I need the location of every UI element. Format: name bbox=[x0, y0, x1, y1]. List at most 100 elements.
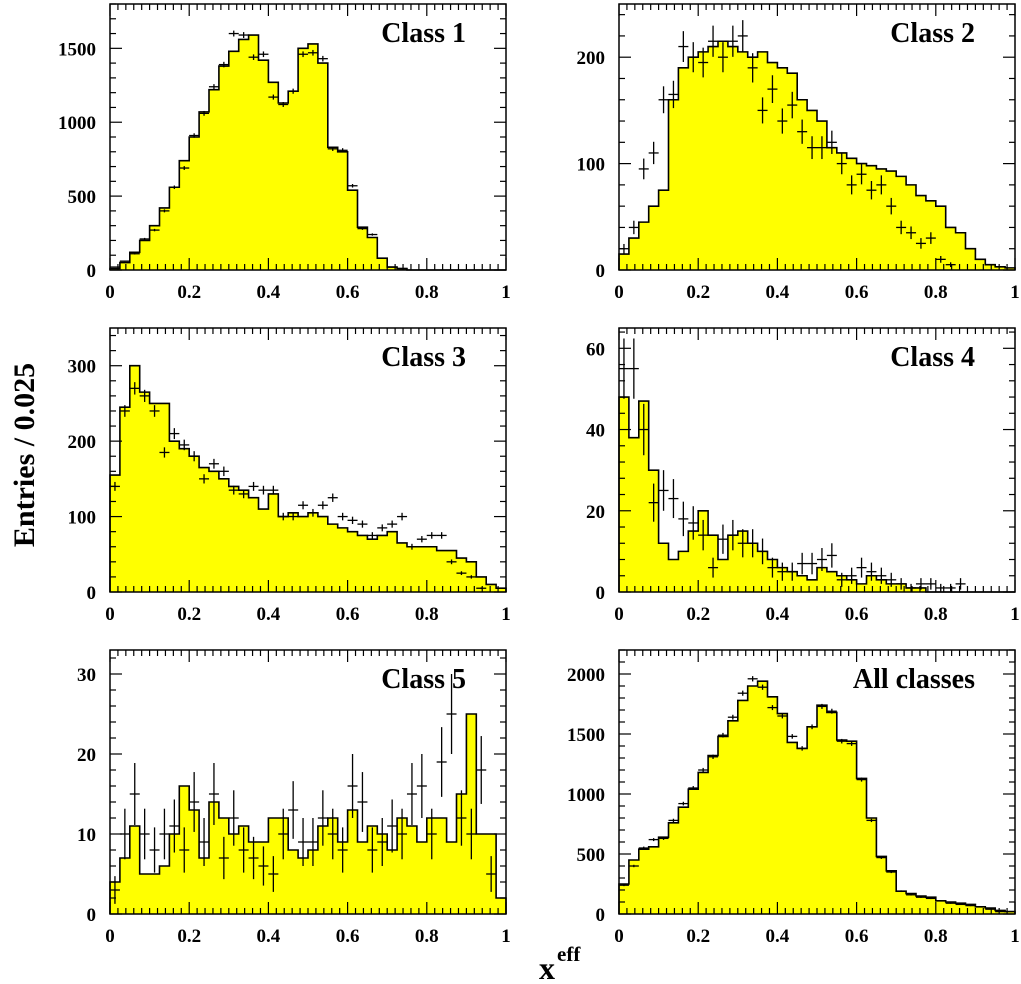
histogram-bar bbox=[347, 810, 358, 914]
histogram-bar bbox=[628, 238, 640, 270]
data-point bbox=[317, 55, 328, 62]
data-point bbox=[357, 520, 368, 528]
histogram-bar bbox=[817, 705, 828, 914]
data-point bbox=[708, 754, 719, 759]
data-point bbox=[357, 772, 368, 832]
data-point bbox=[836, 738, 847, 744]
histogram-bar bbox=[327, 818, 339, 914]
histogram-bar bbox=[476, 576, 487, 592]
data-point bbox=[836, 152, 847, 175]
panel-3: 0 0.2 0.4 0.6 0.8 1 0 100 200 300 Class 3 bbox=[68, 327, 511, 625]
data-point bbox=[139, 237, 150, 241]
histogram-bar bbox=[708, 46, 719, 271]
histogram-bar bbox=[628, 860, 640, 914]
data-point bbox=[628, 338, 639, 399]
histogram-bar bbox=[496, 588, 507, 592]
histogram-bar bbox=[248, 497, 259, 592]
histogram-bar bbox=[347, 531, 358, 592]
histogram-bar bbox=[446, 550, 457, 592]
histogram-bar bbox=[935, 206, 947, 270]
data-point bbox=[347, 516, 358, 525]
data-point bbox=[826, 130, 837, 154]
histogram-bar bbox=[159, 207, 170, 270]
histogram-bar bbox=[747, 57, 758, 271]
histogram-bar bbox=[876, 168, 887, 270]
data-point bbox=[618, 884, 629, 887]
data-point bbox=[298, 51, 309, 58]
x-tick-label: 1 bbox=[1010, 926, 1020, 947]
data-point bbox=[638, 846, 649, 850]
data-point bbox=[119, 260, 130, 262]
histogram-bar bbox=[169, 834, 180, 914]
data-point bbox=[367, 532, 378, 539]
histogram-bar bbox=[737, 51, 749, 270]
data-point bbox=[708, 557, 719, 578]
data-point bbox=[406, 543, 417, 550]
histogram-bar bbox=[486, 584, 497, 592]
histogram-bar bbox=[846, 579, 857, 592]
data-point bbox=[787, 91, 798, 119]
histogram-bar bbox=[228, 486, 240, 592]
data-point bbox=[925, 232, 936, 244]
histogram-bar bbox=[916, 896, 927, 914]
data-point bbox=[416, 754, 427, 818]
histogram-bar bbox=[727, 46, 739, 271]
histogram-bar bbox=[985, 908, 996, 914]
histogram-bar bbox=[159, 866, 170, 914]
histogram-bar bbox=[387, 267, 398, 270]
panel-2: 0 0.2 0.4 0.6 0.8 1 0 100 200 Class 2 bbox=[577, 3, 1020, 303]
data-point bbox=[139, 808, 150, 860]
histogram-bar bbox=[886, 583, 897, 592]
x-tick-label: 0.4 bbox=[257, 926, 281, 947]
data-point bbox=[896, 578, 907, 590]
data-point bbox=[658, 470, 669, 511]
data-point bbox=[278, 512, 289, 521]
histogram-bar bbox=[787, 742, 798, 914]
histogram-bar bbox=[945, 902, 956, 914]
histogram-bar bbox=[218, 478, 230, 592]
data-point bbox=[317, 790, 328, 846]
histogram-bar bbox=[727, 720, 739, 914]
histogram-bar bbox=[797, 99, 808, 270]
histogram-bar bbox=[446, 842, 457, 914]
histogram-bar bbox=[298, 48, 309, 271]
data-point bbox=[698, 767, 709, 773]
histogram-bar bbox=[139, 240, 150, 270]
data-point bbox=[698, 47, 709, 78]
data-point bbox=[886, 870, 897, 874]
data-point bbox=[446, 559, 457, 565]
histogram-bar bbox=[817, 121, 828, 270]
data-point bbox=[945, 902, 956, 904]
histogram-bar bbox=[377, 535, 388, 592]
histogram-bar bbox=[337, 842, 348, 914]
histogram-bar bbox=[149, 403, 160, 592]
data-point bbox=[816, 703, 827, 709]
data-point bbox=[767, 705, 778, 711]
x-tick-label: 0.4 bbox=[257, 282, 281, 303]
histogram-bar bbox=[496, 898, 507, 914]
histogram-bar bbox=[866, 818, 877, 914]
data-point bbox=[797, 746, 808, 751]
histogram-bar bbox=[678, 67, 689, 270]
histogram-bar bbox=[876, 579, 887, 592]
data-point bbox=[757, 684, 768, 690]
data-point bbox=[757, 538, 768, 565]
histogram-bar bbox=[866, 165, 877, 270]
histogram-bar bbox=[757, 681, 768, 914]
x-tick-label: 0.6 bbox=[336, 282, 360, 303]
histogram-bar bbox=[238, 490, 249, 592]
histogram-outline bbox=[109, 713, 507, 914]
histogram-bar bbox=[777, 713, 788, 914]
histogram-bar bbox=[638, 849, 650, 914]
data-point bbox=[486, 856, 497, 892]
histogram-outline bbox=[618, 680, 1016, 914]
data-point bbox=[648, 141, 659, 165]
data-point bbox=[688, 786, 699, 790]
data-point bbox=[747, 529, 758, 558]
histogram-bar bbox=[856, 163, 867, 270]
histogram-bar bbox=[456, 794, 467, 914]
data-point bbox=[658, 836, 669, 840]
data-point bbox=[199, 818, 210, 866]
data-point bbox=[228, 485, 239, 495]
